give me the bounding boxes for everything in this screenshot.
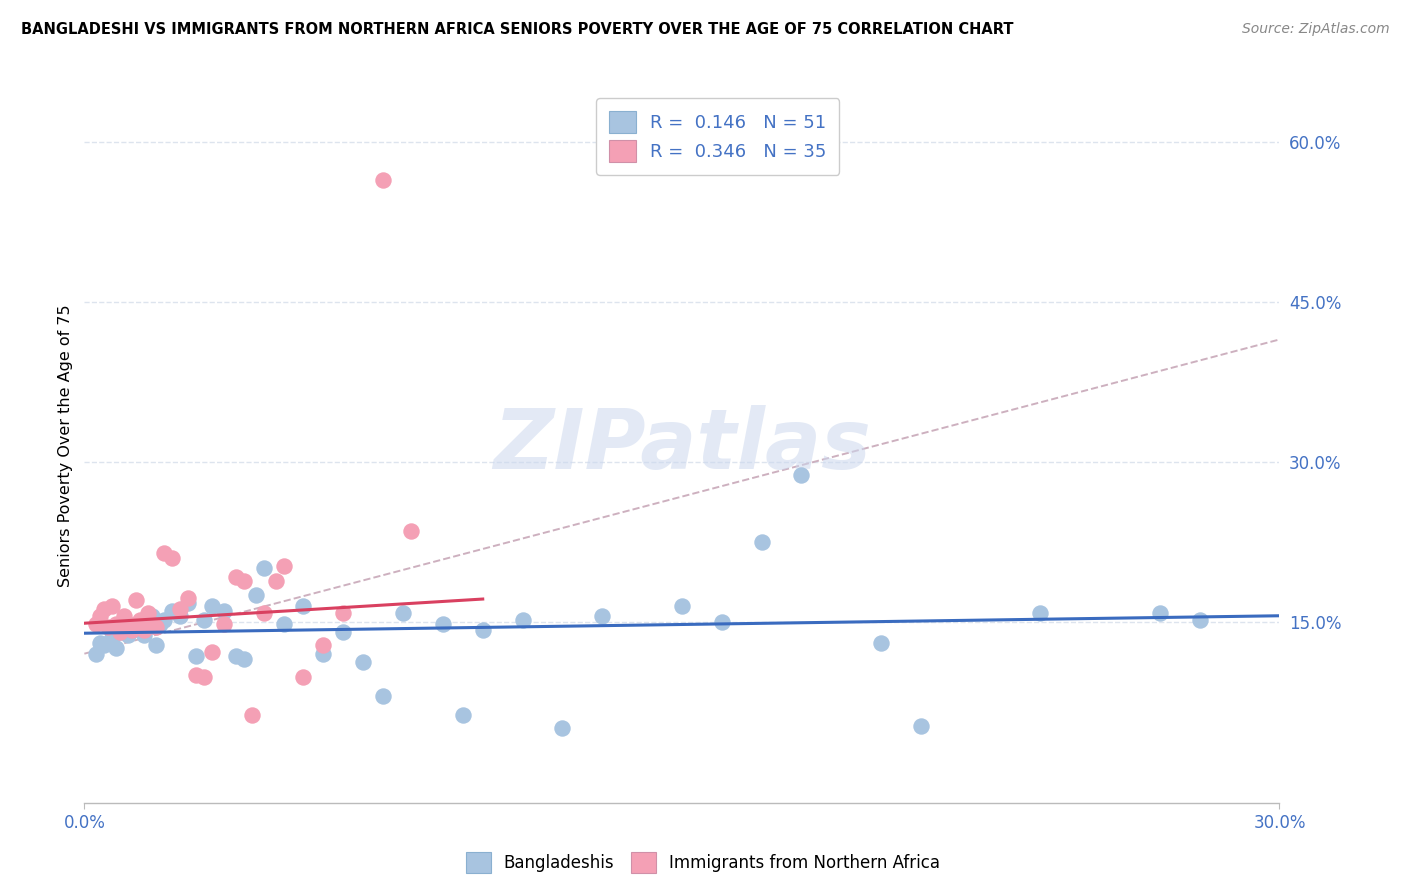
Point: [193, 670, 215, 684]
Point: [141, 616, 163, 631]
Point: [160, 550, 183, 565]
Point: [751, 534, 773, 549]
Point: [273, 559, 295, 574]
Point: [245, 588, 267, 602]
Point: [910, 719, 932, 733]
Point: [132, 627, 156, 641]
Point: [225, 570, 247, 584]
Point: [399, 524, 422, 539]
Point: [129, 613, 152, 627]
Point: [169, 609, 191, 624]
Point: [471, 624, 494, 638]
Point: [141, 609, 163, 624]
Point: [332, 625, 354, 640]
Point: [1188, 613, 1211, 627]
Point: [86, 616, 108, 631]
Point: [136, 620, 159, 634]
Point: [121, 624, 143, 638]
Point: [105, 616, 128, 631]
Point: [153, 545, 176, 559]
Point: [790, 467, 813, 482]
Text: ZIPatlas: ZIPatlas: [494, 406, 870, 486]
Point: [292, 599, 315, 613]
Point: [352, 655, 374, 669]
Point: [149, 616, 172, 631]
Point: [232, 652, 254, 666]
Point: [97, 620, 120, 634]
Point: [177, 596, 200, 610]
Point: [177, 591, 200, 606]
Point: [121, 624, 143, 638]
Point: [671, 599, 693, 613]
Point: [169, 602, 191, 616]
Y-axis label: Seniors Poverty Over the Age of 75: Seniors Poverty Over the Age of 75: [58, 305, 73, 587]
Point: [392, 606, 415, 620]
Point: [89, 609, 111, 624]
Point: [371, 690, 394, 704]
Point: [264, 574, 287, 589]
Point: [117, 616, 139, 631]
Point: [184, 648, 207, 663]
Point: [232, 574, 254, 589]
Text: BANGLADESHI VS IMMIGRANTS FROM NORTHERN AFRICA SENIORS POVERTY OVER THE AGE OF 7: BANGLADESHI VS IMMIGRANTS FROM NORTHERN …: [21, 22, 1014, 37]
Point: [201, 599, 224, 613]
Point: [551, 721, 574, 735]
Point: [371, 172, 394, 186]
Point: [193, 613, 215, 627]
Point: [89, 636, 111, 650]
Point: [1149, 606, 1171, 620]
Point: [212, 616, 235, 631]
Point: [93, 602, 115, 616]
Point: [225, 648, 247, 663]
Point: [145, 638, 167, 652]
Text: Source: ZipAtlas.com: Source: ZipAtlas.com: [1241, 22, 1389, 37]
Point: [273, 616, 295, 631]
Point: [432, 616, 454, 631]
Point: [201, 644, 224, 658]
Point: [240, 708, 263, 723]
Point: [451, 708, 474, 723]
Point: [145, 620, 167, 634]
Point: [870, 636, 893, 650]
Point: [97, 636, 120, 650]
Point: [512, 613, 534, 627]
Point: [332, 606, 354, 620]
Point: [312, 638, 335, 652]
Point: [136, 606, 159, 620]
Point: [292, 670, 315, 684]
Point: [125, 593, 148, 607]
Point: [112, 609, 135, 624]
Point: [253, 561, 276, 575]
Legend: Bangladeshis, Immigrants from Northern Africa: Bangladeshis, Immigrants from Northern A…: [458, 846, 948, 880]
Point: [86, 647, 108, 661]
Point: [1029, 606, 1052, 620]
Point: [710, 615, 733, 629]
Point: [132, 624, 156, 638]
Point: [117, 627, 139, 641]
Point: [184, 668, 207, 682]
Point: [212, 604, 235, 618]
Legend: R =  0.146   N = 51, R =  0.346   N = 35: R = 0.146 N = 51, R = 0.346 N = 35: [596, 98, 839, 175]
Point: [312, 647, 335, 661]
Point: [101, 599, 124, 613]
Point: [105, 641, 128, 656]
Point: [112, 620, 135, 634]
Point: [160, 604, 183, 618]
Point: [253, 606, 276, 620]
Point: [591, 609, 613, 624]
Point: [125, 616, 148, 631]
Point: [101, 631, 124, 645]
Point: [129, 615, 152, 629]
Point: [93, 638, 115, 652]
Point: [110, 625, 132, 640]
Point: [110, 625, 132, 640]
Point: [153, 613, 176, 627]
